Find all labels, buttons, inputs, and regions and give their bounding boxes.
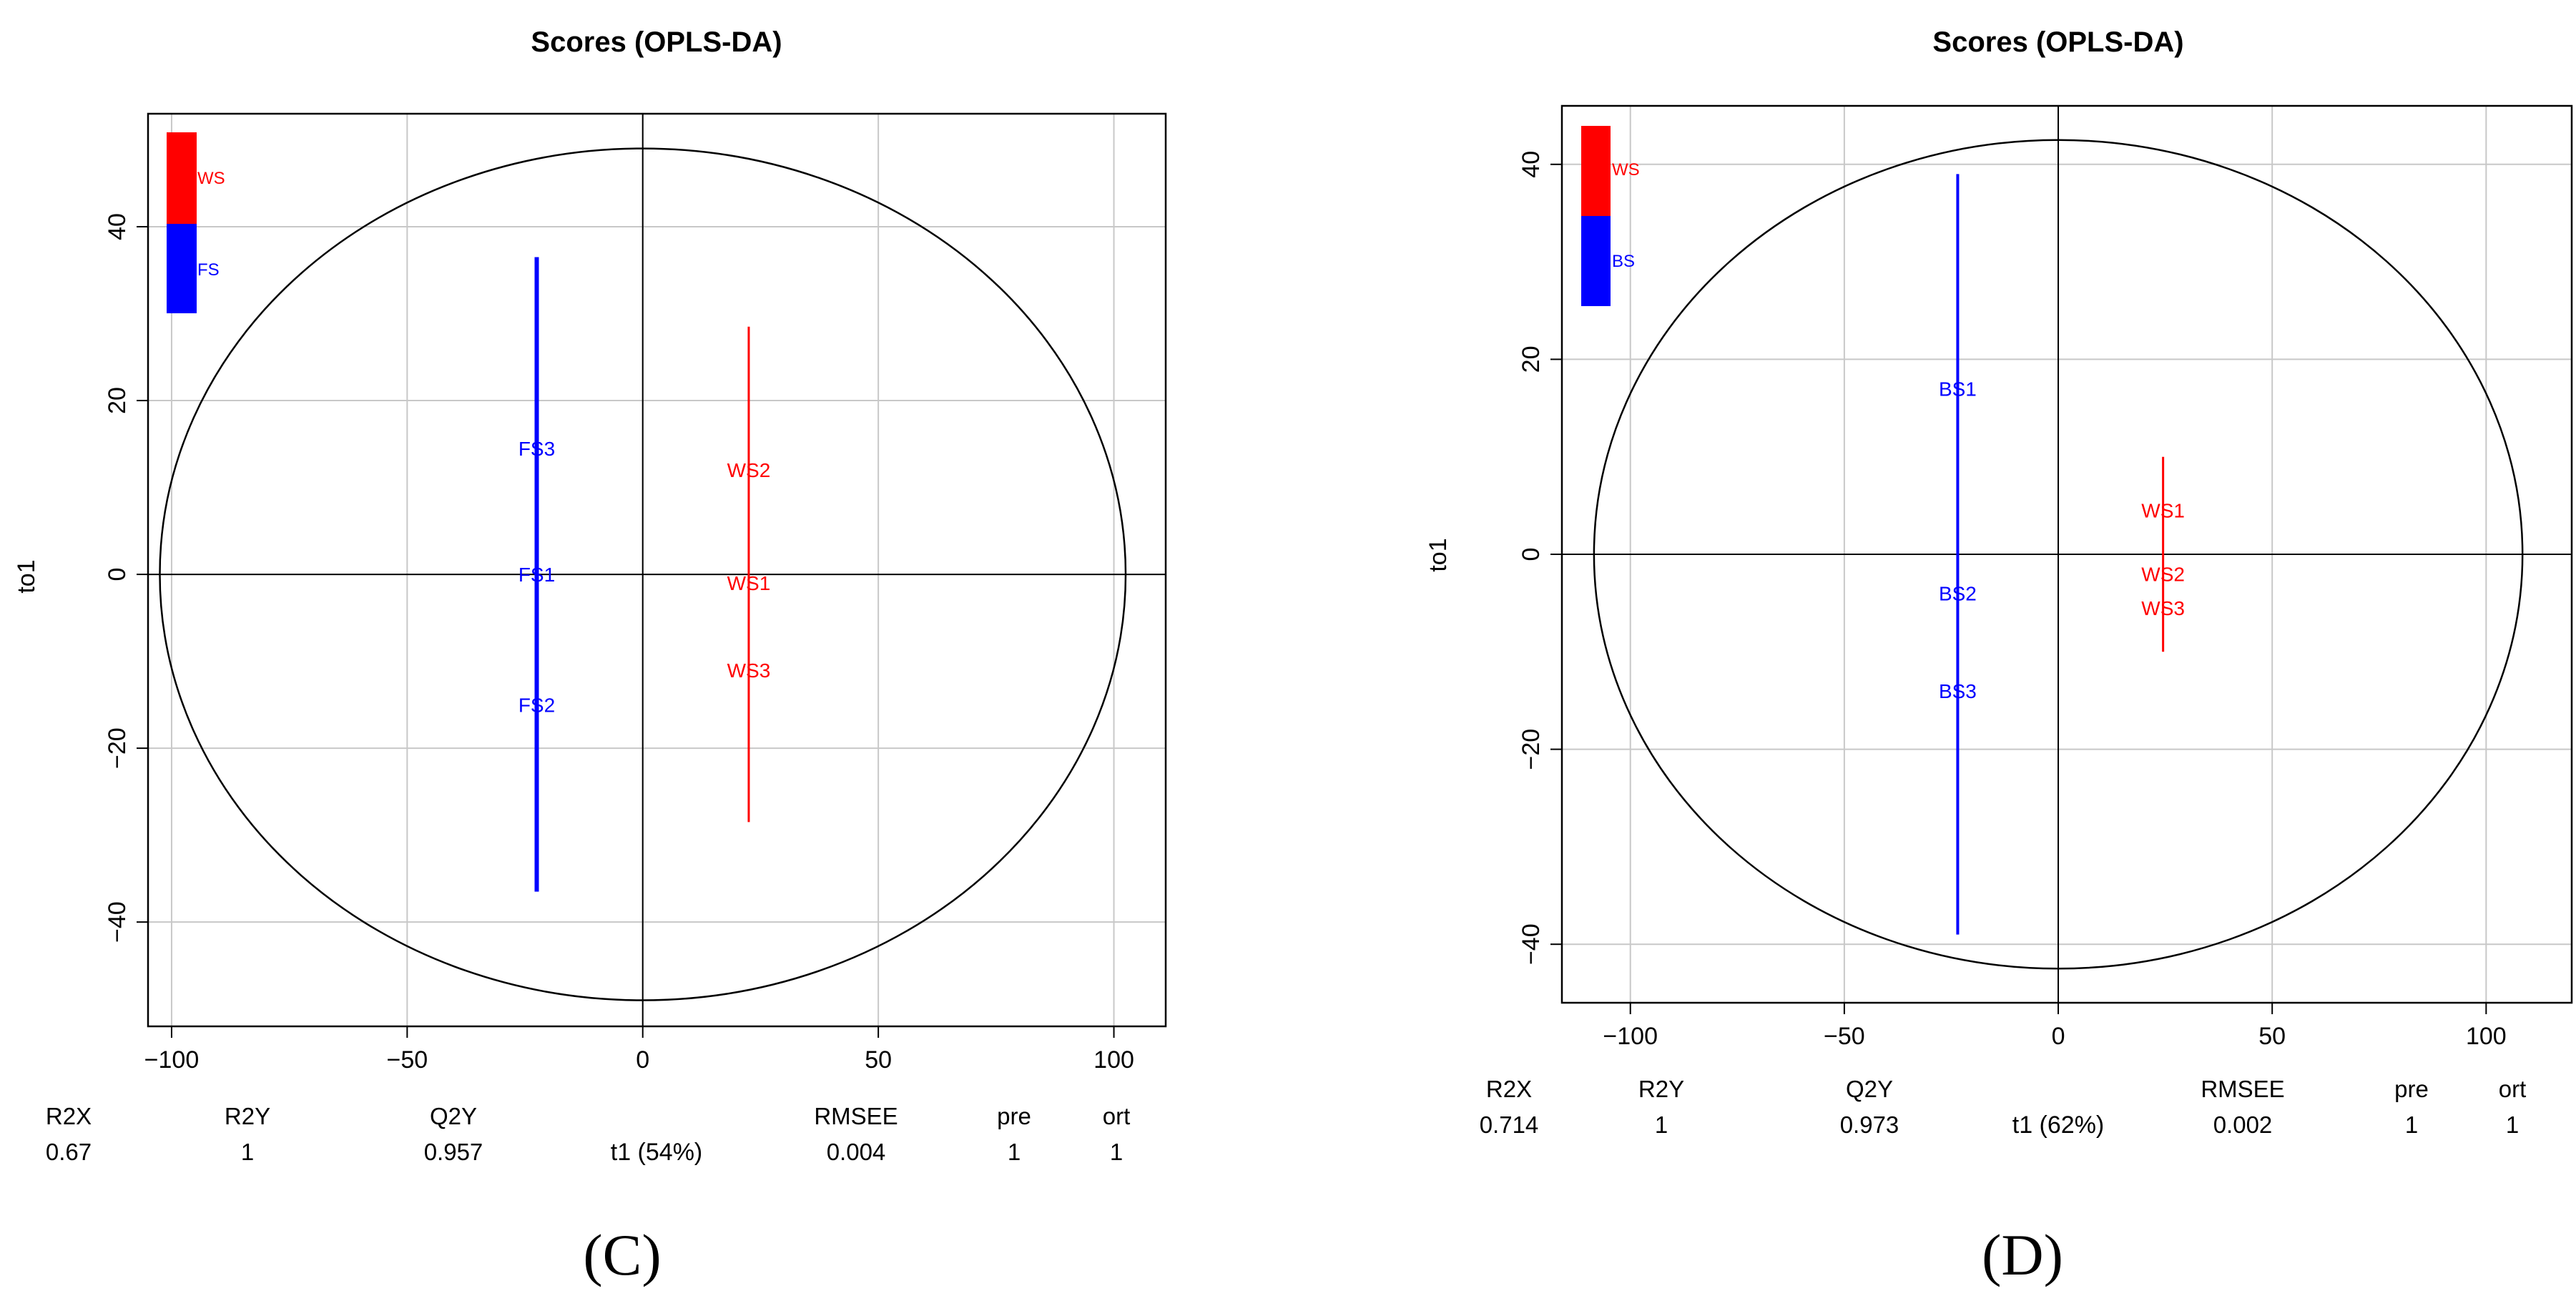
x-tick-label: −100 — [1603, 1023, 1658, 1050]
y-tick-label: −40 — [104, 901, 131, 943]
chart-title: Scores (OPLS-DA) — [1932, 26, 2183, 58]
series-ws: WS1 WS2 WS3 — [2141, 456, 2185, 652]
legend-label-bs: BS — [1612, 252, 1635, 271]
plot-frame — [147, 112, 1167, 1028]
y-tick-label: 20 — [1518, 345, 1545, 373]
stat-value-rmsee: 0.004 — [827, 1139, 886, 1165]
series-fs: FS3 FS1 FS2 — [518, 257, 555, 892]
y-tick-label: 0 — [1518, 548, 1545, 561]
stat-value-ort: 1 — [2506, 1111, 2519, 1138]
legend: WS FS — [167, 132, 225, 313]
stat-header-q2y: Q2Y — [1846, 1076, 1893, 1102]
confidence-ellipse — [159, 147, 1127, 1001]
y-tick-label: 40 — [1518, 151, 1545, 178]
point-label-bs2: BS2 — [1939, 583, 1977, 605]
stat-header-pre: pre — [997, 1103, 1031, 1129]
stat-value-q2y: 0.973 — [1840, 1111, 1899, 1138]
point-label-ws3: WS3 — [727, 659, 771, 682]
y-axis-label: to1 — [13, 559, 40, 593]
stat-value-pre: 1 — [1008, 1139, 1021, 1165]
y-axis-label: to1 — [1425, 538, 1452, 571]
series-bs: BS1 BS2 BS3 — [1939, 174, 1977, 935]
chart-panel-d: −100 −50 0 50 100 −40 −20 0 20 40 Scores (OPLS-DA)… — [1425, 26, 2573, 1287]
stat-header-pre: pre — [2394, 1076, 2429, 1102]
stat-header-ort: ort — [1103, 1103, 1131, 1129]
stat-header-r2x: R2X — [1486, 1076, 1532, 1102]
x-tick-label: 100 — [1093, 1046, 1134, 1074]
legend-swatch-fs — [167, 224, 197, 313]
point-label-ws1: WS1 — [2141, 500, 2185, 522]
y-tick-label: −20 — [104, 727, 131, 769]
legend-swatch-ws — [1581, 126, 1611, 216]
stat-value-q2y: 0.957 — [424, 1139, 483, 1165]
point-label-ws2: WS2 — [727, 459, 771, 481]
x-axis-label: t1 (62%) — [2012, 1111, 2105, 1139]
stat-value-pre: 1 — [2405, 1111, 2418, 1138]
stat-value-r2x: 0.714 — [1480, 1111, 1539, 1138]
point-label-ws3: WS3 — [2141, 597, 2185, 619]
stat-header-r2y: R2Y — [1638, 1076, 1684, 1102]
stat-header-q2y: Q2Y — [430, 1103, 477, 1129]
panel-label: (D) — [1982, 1222, 2063, 1287]
x-tick-label: 0 — [2052, 1023, 2065, 1050]
y-tick-label: −40 — [1518, 923, 1545, 965]
x-tick-label: −50 — [1824, 1023, 1865, 1050]
x-tick-label: 100 — [2466, 1023, 2507, 1050]
chart-panel-c: −100 −50 0 50 100 −40 −20 0 20 40 Scores (OPLS-DA)… — [13, 26, 1167, 1287]
legend-label-ws: WS — [197, 169, 225, 188]
stat-header-ort: ort — [2499, 1076, 2527, 1102]
x-tick-label: 0 — [636, 1046, 649, 1074]
point-label-fs1: FS1 — [518, 564, 555, 586]
legend-label-fs: FS — [197, 260, 220, 280]
y-tick-label: −20 — [1518, 729, 1545, 770]
stat-header-r2y: R2Y — [225, 1103, 270, 1129]
point-label-bs3: BS3 — [1939, 680, 1977, 702]
point-label-ws2: WS2 — [2141, 563, 2185, 585]
legend-label-ws: WS — [1612, 160, 1640, 180]
stat-header-r2x: R2X — [46, 1103, 92, 1129]
x-axis-label: t1 (54%) — [611, 1139, 703, 1166]
chart-title: Scores (OPLS-DA) — [531, 26, 782, 58]
stat-value-r2y: 1 — [1655, 1111, 1668, 1138]
y-tick-label: 20 — [104, 387, 131, 414]
y-tick-label: 40 — [104, 213, 131, 240]
stat-value-rmsee: 0.002 — [2213, 1111, 2273, 1138]
point-label-fs3: FS3 — [518, 438, 555, 460]
x-tick-label: 50 — [865, 1046, 892, 1074]
series-ws: WS2 WS1 WS3 — [727, 326, 771, 823]
stat-header-rmsee: RMSEE — [2201, 1076, 2284, 1102]
stat-value-r2y: 1 — [241, 1139, 254, 1165]
legend-swatch-bs — [1581, 216, 1611, 306]
point-label-fs2: FS2 — [518, 694, 555, 716]
stat-value-ort: 1 — [1110, 1139, 1123, 1165]
stat-header-rmsee: RMSEE — [814, 1103, 898, 1129]
confidence-ellipse — [1593, 139, 2524, 970]
y-tick-label: 0 — [104, 568, 131, 581]
grid — [148, 114, 1166, 1026]
stat-value-r2x: 0.67 — [46, 1139, 92, 1165]
x-tick-label: 50 — [2258, 1023, 2286, 1050]
legend-swatch-ws — [167, 132, 197, 224]
point-label-ws1: WS1 — [727, 572, 771, 594]
x-tick-label: −100 — [144, 1046, 200, 1074]
point-label-bs1: BS1 — [1939, 378, 1977, 400]
panel-label: (C) — [583, 1222, 661, 1287]
legend: WS BS — [1581, 126, 1640, 306]
x-tick-label: −50 — [386, 1046, 428, 1074]
